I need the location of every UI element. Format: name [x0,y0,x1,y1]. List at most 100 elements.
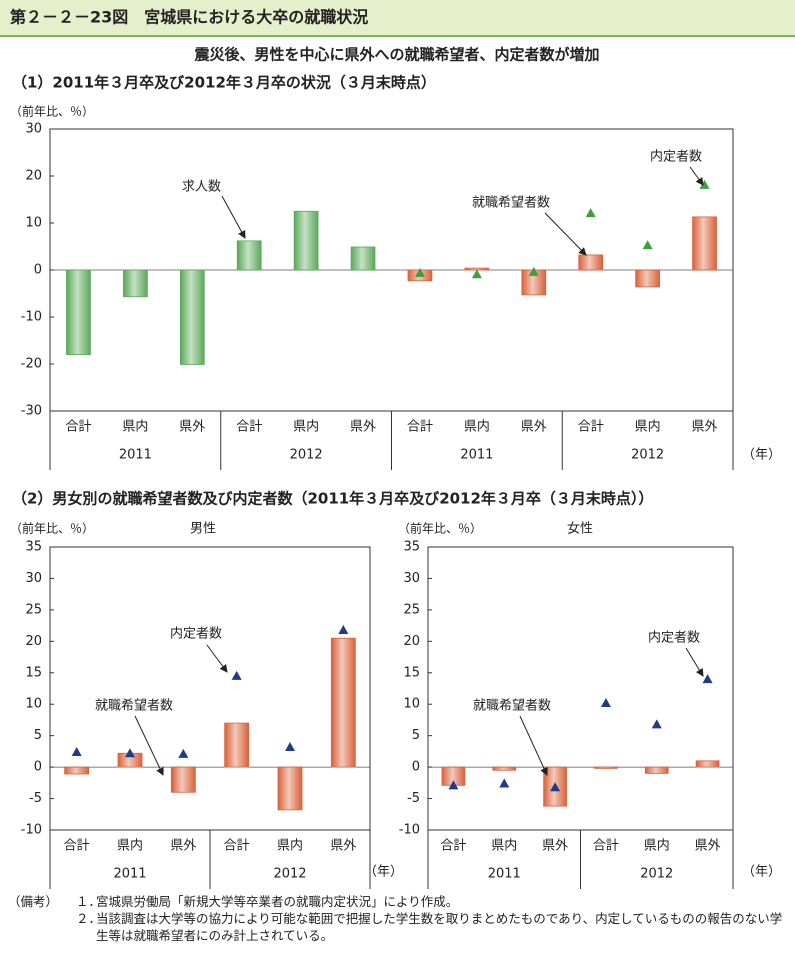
group-label: 2011 [113,867,146,882]
notes-label: （備考） [8,894,59,909]
marker-triangle [448,780,459,790]
bar [66,269,91,355]
bar [293,210,319,271]
group-label: 2012 [640,867,673,882]
x-tick-label: 県内 [635,419,661,435]
x-tick-label: 県外 [330,839,356,854]
y-tick-label: -20 [21,357,42,372]
y-tick-label: -5 [29,791,42,806]
x-tick-label: 県外 [692,420,718,435]
x-tick-label: 県外 [179,420,205,435]
x-tick-label: 県内 [117,838,143,854]
bar [692,216,717,271]
note-number: １． [76,894,102,909]
y-tick-label: 0 [34,760,42,775]
marker-triangle [231,670,242,680]
series-annotation: 内定者数 [650,149,702,165]
bar [644,766,669,774]
panel-title: 男性 [190,522,216,537]
marker-triangle [414,267,425,277]
panel-title: 女性 [567,522,593,537]
x-tick-label: 県内 [464,419,490,435]
y-tick-label: 15 [403,665,420,680]
x-tick-label: 合計 [236,419,262,435]
subtitle: 震災後、男性を中心に県外への就職希望者、内定者数が増加 [194,46,599,64]
x-tick-label: 合計 [65,419,91,435]
bar [578,254,604,271]
x-tick-label: 県内 [293,419,319,435]
y-tick-label: 5 [34,728,42,743]
marker-triangle [651,719,662,729]
y-axis-label: （前年比、％） [10,104,94,119]
x-tick-label: 合計 [440,838,466,854]
x-tick-label: 合計 [593,838,619,854]
section-title: （2）男女別の就職希望者数及び内定者数（2011年３月卒及び2012年３月卒（３… [12,490,653,508]
x-tick-label: 県外 [521,420,547,435]
marker-triangle [499,778,510,788]
note-number: ２． [76,911,102,926]
series-annotation: 就職希望者数 [472,196,550,211]
bar [170,766,196,793]
bar [179,269,205,365]
bar [492,766,517,771]
y-tick-label: 20 [403,634,420,649]
x-unit: （年） [742,865,781,880]
group-label: 2011 [119,448,152,463]
bar [236,240,262,271]
annotation-arrow [685,647,704,677]
bar [594,766,618,769]
x-tick-label: 県外 [170,839,196,854]
bar [64,766,90,775]
y-tick-label: 0 [412,760,420,775]
y-tick-label: 15 [25,665,42,680]
marker-triangle [585,208,596,218]
bar [224,722,250,768]
y-tick-label: 20 [25,634,42,649]
group-label: 2012 [273,867,306,882]
marker-triangle [550,782,561,792]
annotation-arrow [689,166,704,186]
marker-triangle [71,747,82,757]
note-text: 宮城県労働局「新規大学等卒業者の就職内定状況」により作成。 [96,894,459,909]
y-tick-label: -10 [399,823,420,838]
series-annotation: 内定者数 [648,630,700,646]
bar [635,269,660,288]
y-axis-label: （前年比、％） [10,521,94,536]
y-tick-label: -10 [21,823,42,838]
group-label: 2011 [460,448,493,463]
y-tick-label: -10 [21,310,42,325]
y-tick-label: 35 [25,540,42,555]
plot-frame [49,546,371,831]
x-unit: （年） [364,865,403,880]
x-tick-label: 合計 [578,419,604,435]
x-tick-label: 合計 [224,838,250,854]
marker-triangle [125,748,135,758]
x-tick-label: 合計 [407,419,433,435]
figure: 第２－２－23図 宮城県における大卒の就職状況 震災後、男性を中心に県外への就職… [0,0,795,889]
bar [330,637,356,768]
y-tick-label: 20 [25,169,42,184]
group-label: 2011 [488,867,521,882]
y-tick-label: 25 [403,602,420,617]
y-tick-label: 10 [403,697,420,712]
marker-triangle [642,240,653,250]
y-tick-label: 25 [25,602,42,617]
x-tick-label: 県内 [277,838,303,854]
marker-triangle [178,748,189,758]
annotation-arrow [221,195,246,239]
x-tick-label: 県外 [695,839,721,854]
series-annotation: 求人数 [182,180,221,195]
x-tick-label: 県外 [542,839,568,854]
annotation-arrow [519,715,548,776]
x-tick-label: 県内 [644,838,670,854]
header-band [0,0,795,36]
group-label: 2012 [290,448,323,463]
annotation-arrow [206,644,228,673]
bar [695,760,720,768]
y-tick-label: -30 [21,404,42,419]
x-tick-label: 県内 [122,419,148,435]
bar [277,766,303,811]
section-title: （1）2011年３月卒及び2012年３月卒の状況（３月末時点） [12,74,436,92]
bar [123,269,148,298]
